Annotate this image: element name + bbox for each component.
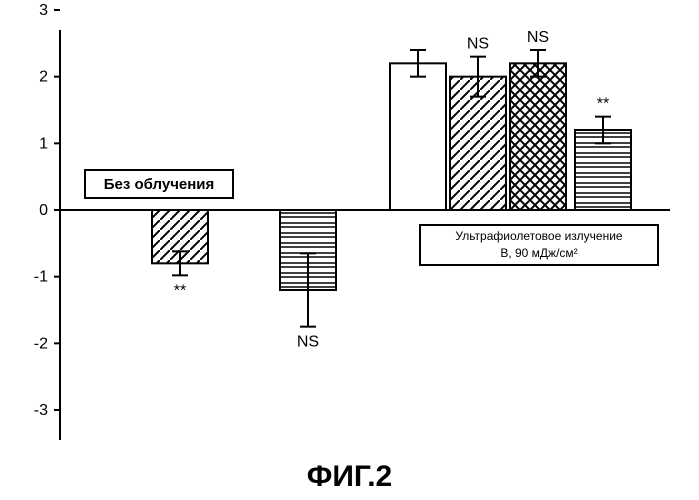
figure-caption: ФИГ.2 (0, 460, 699, 494)
label-left-text: Без облучения (104, 176, 215, 193)
y-tick-label: 2 (39, 69, 48, 86)
bar-annotation: NS (527, 29, 549, 46)
bar-annotation: NS (467, 36, 489, 53)
y-tick-label: 0 (39, 202, 48, 219)
y-tick-label: 1 (39, 135, 48, 152)
label-right-line2: В, 90 мДж/см² (500, 246, 577, 260)
figure-2: -3 -2 -1 0 1 2 3 ** NS NS NS ** Без облучения Ультраф… (0, 0, 699, 500)
y-tick-label: -3 (34, 402, 48, 419)
chart-svg: -3 -2 -1 0 1 2 3 ** NS NS NS ** Без облучения Ультраф… (0, 0, 699, 500)
bar-annotation: NS (297, 334, 319, 351)
bar-annotation: ** (597, 96, 609, 113)
right-bar-3 (510, 63, 566, 210)
y-tick-label: -2 (34, 335, 48, 352)
y-tick-label: -1 (34, 269, 48, 286)
label-right-line1: Ультрафиолетовое излучение (455, 229, 623, 243)
right-bar-1 (390, 63, 446, 210)
bar-annotation: ** (174, 282, 186, 299)
y-tick-label: 3 (39, 2, 48, 19)
